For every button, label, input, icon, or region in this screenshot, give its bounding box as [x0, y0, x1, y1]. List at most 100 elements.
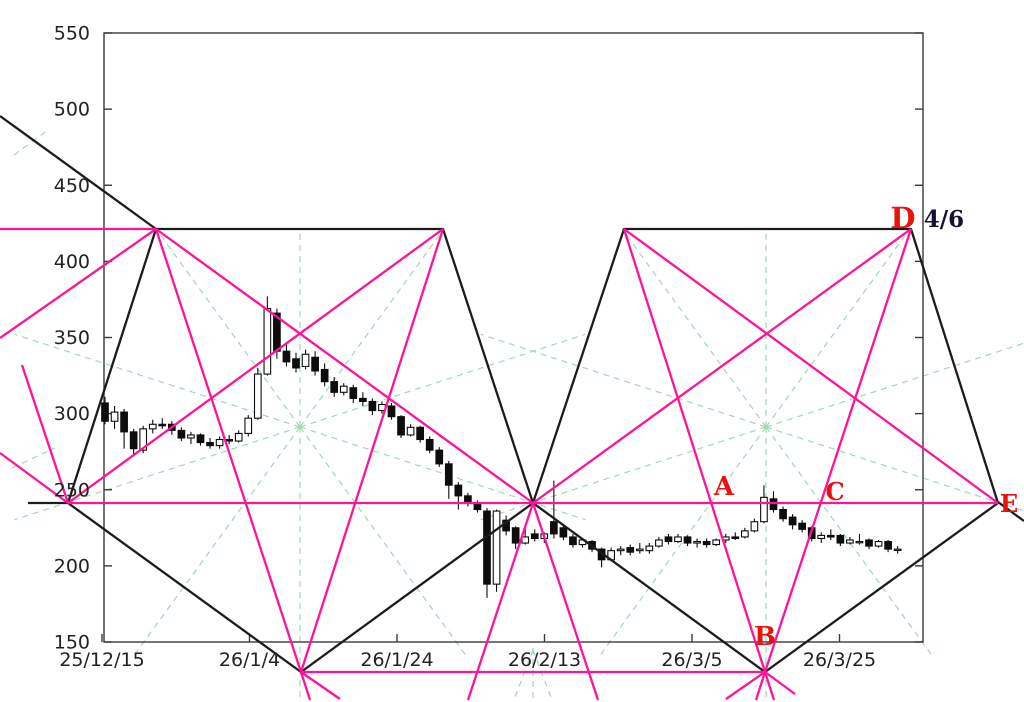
candle-body	[225, 438, 234, 442]
candle-body	[320, 368, 329, 383]
candle-body	[893, 548, 902, 551]
candle-body	[855, 540, 864, 544]
y-axis-label: 550	[54, 23, 90, 45]
candle-body	[444, 463, 453, 486]
guide-rays	[11, 129, 1024, 702]
x-axis-label: 26/3/5	[661, 649, 722, 671]
pentagram-diagonal	[299, 228, 445, 673]
pentagon-guide-ray	[299, 426, 586, 521]
candle-body	[282, 350, 291, 363]
pentagram-extension-line	[20, 364, 70, 504]
candle-body	[798, 522, 806, 530]
candle-body	[826, 534, 835, 538]
candle-body	[760, 496, 768, 523]
pentagram-diagonal	[623, 228, 999, 504]
x-axis-label: 26/2/13	[508, 649, 581, 671]
pentagon-edges	[0, 115, 1024, 674]
pentagram-extension-line	[531, 502, 600, 701]
pentagon-guide-ray	[155, 228, 301, 428]
pentagram-diagonal	[67, 228, 444, 504]
candle-body	[406, 426, 415, 436]
pentagram-diagonal	[622, 228, 767, 673]
candle-body	[244, 417, 253, 434]
x-axis-label: 26/1/24	[360, 649, 433, 671]
pentagon-guide-ray	[14, 426, 301, 521]
candle-body	[196, 434, 205, 444]
pentagram-extension-line	[764, 671, 796, 695]
y-axis-label: 400	[54, 251, 90, 273]
candle-body	[301, 353, 310, 367]
pentagon-guide-ray	[765, 426, 1024, 512]
candle-body	[674, 536, 682, 543]
candlesticks	[101, 296, 902, 598]
candle-body	[416, 426, 425, 441]
candle-body	[683, 536, 692, 544]
pentagon-guide-ray	[480, 333, 767, 428]
candle-body	[645, 545, 654, 552]
candle-body	[836, 534, 845, 544]
pentagram-diagonal	[154, 228, 303, 673]
candle-body	[530, 533, 539, 540]
candle-body	[129, 431, 138, 450]
candle-body	[206, 442, 214, 447]
candle-body	[473, 502, 482, 511]
pentagon-guide-ray	[131, 426, 301, 658]
pentagon-guide-ray	[299, 333, 586, 428]
marker-label-E: E	[1000, 489, 1018, 518]
candle-body	[635, 548, 644, 552]
candle-body	[158, 423, 167, 427]
candle-body	[693, 540, 701, 544]
marker-label-C: C	[825, 477, 844, 506]
y-axis-label: 500	[54, 99, 90, 121]
candle-body	[483, 510, 491, 585]
pentagram-diagonal	[532, 228, 912, 504]
candle-body	[626, 547, 635, 553]
pentagon-guide-ray	[299, 228, 445, 428]
y-axis-label: 300	[54, 403, 90, 425]
candle-body	[177, 429, 186, 439]
candle-body	[292, 358, 300, 369]
candle-body	[349, 387, 358, 399]
marker-label-A: A	[713, 472, 735, 502]
x-axis-label: 26/1/4	[219, 649, 280, 671]
y-axis-label: 150	[54, 632, 90, 654]
marker-label-D: D	[890, 201, 915, 235]
candle-body	[187, 434, 195, 439]
pentagram-extension-line	[0, 228, 157, 339]
pentagram-extension-line	[754, 671, 767, 701]
candle-body	[234, 432, 243, 442]
candle-body	[750, 521, 759, 532]
y-axis-label: 350	[54, 327, 90, 349]
pentagon-guide-ray	[11, 447, 56, 469]
pentagon-chain-line	[0, 115, 157, 230]
candle-body	[263, 308, 272, 375]
pentagram-diagonal	[155, 228, 534, 504]
candle-body	[521, 536, 530, 544]
candle-body	[358, 397, 367, 402]
candle-body	[253, 373, 262, 419]
candle-body	[769, 498, 778, 511]
pentagram-extension-line	[300, 671, 341, 700]
candle-body	[387, 405, 396, 418]
candle-body	[616, 548, 625, 552]
candle-body	[664, 536, 673, 543]
candle-body	[311, 356, 319, 372]
candle-body	[731, 536, 740, 540]
candle-body	[139, 428, 148, 451]
candle-body	[559, 527, 568, 538]
x-axis-label: 25/12/15	[59, 649, 144, 671]
pentagon-outline	[531, 227, 1000, 674]
pentagram-extension-line	[299, 671, 312, 701]
y-axis-label: 250	[54, 479, 90, 501]
candle-body	[655, 539, 663, 547]
candle-body	[148, 423, 157, 430]
candle-body	[492, 510, 501, 585]
candle-body	[702, 540, 711, 546]
y-axis-label: 200	[54, 555, 90, 577]
pentagon-guide-ray	[480, 426, 767, 521]
plot-border	[103, 32, 924, 643]
pentagon-guide-ray	[765, 342, 1024, 428]
pentagram-extension-line	[763, 671, 776, 701]
candle-body	[101, 402, 109, 422]
pentagon-guide-ray	[765, 228, 911, 428]
